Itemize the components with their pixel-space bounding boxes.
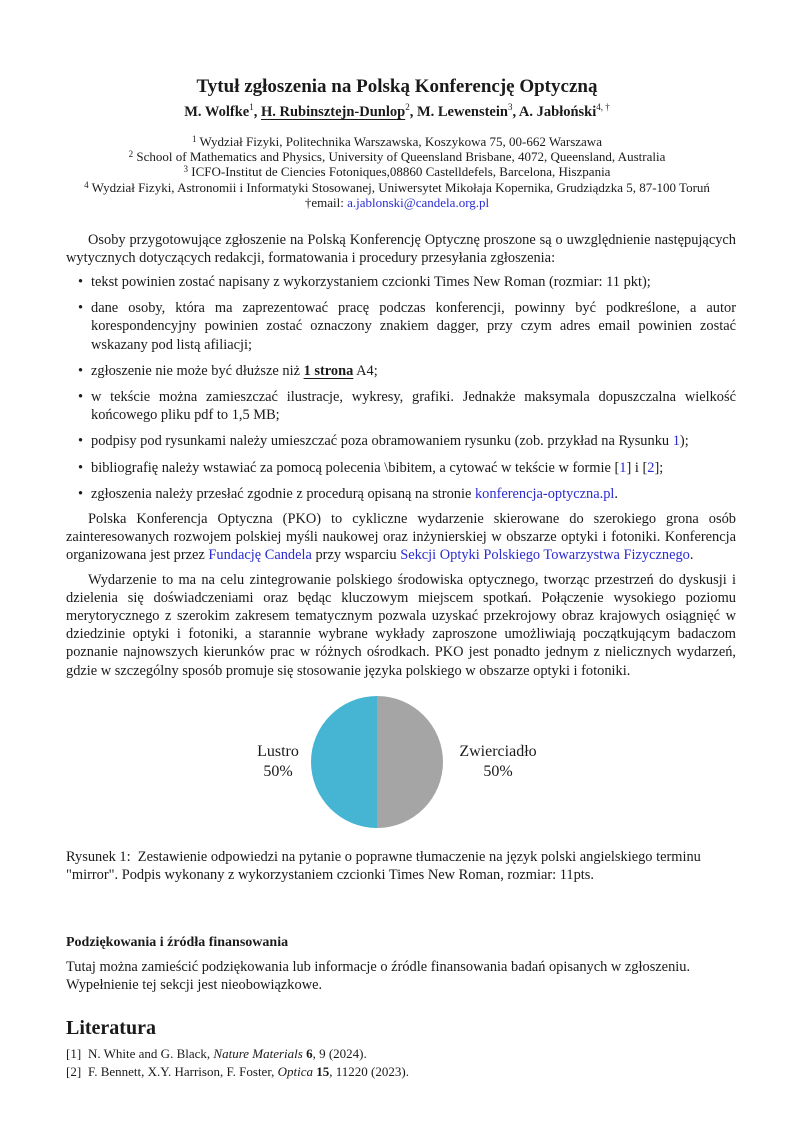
email-link[interactable]: a.jablonski@candela.org.pl [347,194,490,210]
website-link[interactable]: konferencja-optyczna.pl [474,485,615,502]
pie-chart-figure: Lustro 50% Zwierciadło 50% [0,690,794,840]
separator: , [512,104,519,120]
pto-section-link[interactable]: Sekcji Optyki Polskiego Towarzystwa Fizy… [400,547,690,564]
author-name: H. Rubinsztejn-Dunlop [260,104,406,120]
candela-link[interactable]: Fundację Candela [208,547,312,564]
reference-number: [2] [66,1064,82,1079]
body-paragraphs: Polska Konferencja Optyczna (PKO) to cyk… [66,510,736,680]
list-item: dane osoby, która ma zaprezentować pracę… [66,299,736,354]
text: ] i [ [626,459,648,476]
caption-text: Zestawienie odpowiedzi na pytanie o popr… [66,849,701,884]
affiliation: 1 Wydział Fizyki, Politechnika Warszawsk… [0,134,794,149]
caption-label: Rysunek 1: [66,849,131,865]
reference-authors: N. White and G. Black, [88,1046,214,1061]
pie-label-zwierciadlo: Zwierciadło 50% [446,742,550,782]
affiliations: 1 Wydział Fizyki, Politechnika Warszawsk… [0,134,794,210]
intro-paragraph: Osoby przygotowujące zgłoszenie na Polsk… [66,232,736,267]
author: M. Lewenstein3, [416,102,519,120]
text: bibliografię należy wstawiać za pomocą p… [91,459,620,476]
affiliation-text: Wydział Fizyki, Politechnika Warszawska,… [199,134,602,149]
separator: , [409,104,417,120]
reference-journal: Nature Materials [213,1046,303,1061]
text: podpisy pod rysunkami należy umieszczać … [91,433,673,450]
citation-link-1[interactable]: 1 [619,459,627,476]
acknowledgements-heading: Podziękowania i źródła finansowania [66,935,289,950]
slice-name: Zwierciadło [459,743,537,760]
slice-name: Lustro [257,743,299,760]
reference-pages-year: , 11220 (2023). [329,1064,409,1079]
list-item: w tekście można zamieszczać ilustracje, … [66,388,736,424]
reference-item: [2] F. Bennett, X.Y. Harrison, F. Foster,… [66,1063,409,1081]
reference-item: [1] N. White and G. Black, Nature Materia… [66,1045,409,1063]
pie-label-lustro: Lustro 50% [238,742,318,782]
reference-volume: 15 [316,1064,330,1079]
pie-slice-zwierciadlo [377,696,443,828]
list-item: podpisy pod rysunkami należy umieszczać … [66,432,736,450]
reference-number: [1] [66,1046,82,1061]
reference-journal: Optica [277,1064,314,1079]
citation-link-2[interactable]: 2 [647,459,655,476]
email-label: †email: [304,194,348,210]
list-item: zgłoszenie nie może być dłuższe niż 1 st… [66,362,736,380]
reference-authors: F. Bennett, X.Y. Harrison, F. Foster, [88,1064,278,1079]
affiliation: 4 Wydział Fizyki, Astronomii i Informaty… [0,180,794,195]
text: ); [679,433,689,450]
author-list: M. Wolfke1, H. Rubinsztejn-Dunlop2, M. L… [0,102,794,121]
text: ]; [654,459,664,476]
affiliation-text: School of Mathematics and Physics, Unive… [136,149,666,165]
affiliation: 2 School of Mathematics and Physics, Uni… [0,149,794,164]
email-line: †email: a.jablonski@candela.org.pl [0,195,794,210]
author: M. Wolfke1, [184,102,261,120]
reference-list: [1] N. White and G. Black, Nature Materia… [66,1045,409,1081]
text: . [614,485,619,502]
affiliation: 3 ICFO-Institut de Ciencies Fotoniques,0… [0,164,794,179]
figure-caption: Rysunek 1: Zestawienie odpowiedzi na pyt… [66,848,746,884]
references-heading: Literatura [66,1017,156,1039]
affiliation-mark: 2 [405,102,410,112]
reference-pages-year: , 9 (2024). [312,1046,367,1061]
author-name: A. Jabłoński [518,104,597,120]
text: zgłoszenie nie może być dłuższe niż [91,362,304,379]
acknowledgements-text: Tutaj można zamieścić podziękowania lub … [66,959,691,994]
affiliation-number: 4 [84,179,89,190]
paragraph-pko: Polska Konferencja Optyczna (PKO) to cyk… [66,510,736,565]
paper-title: Tytuł zgłoszenia na Polską Konferencję O… [196,76,598,97]
affiliation-mark: 3 [507,102,513,112]
guidelines-list: tekst powinien zostać napisany z wykorzy… [66,273,736,511]
affiliation-text: ICFO-Institut de Ciencies Fotoniques,088… [191,164,611,180]
figure-ref-link[interactable]: 1 [672,433,680,450]
text: Polska Konferencja Optyczna (PKO) to cyk… [66,511,736,564]
text: przy wsparciu [311,547,401,564]
slice-value: 50% [483,763,513,780]
author-name: M. Wolfke [184,104,250,120]
affiliation-number: 1 [192,134,197,144]
presenting-author: H. Rubinsztejn-Dunlop2, [260,102,417,120]
text: zgłoszenia należy przesłać zgodnie z pro… [91,485,475,502]
list-item: zgłoszenia należy przesłać zgodnie z pro… [66,485,736,503]
author-name: M. Lewenstein [416,104,508,120]
text: . [689,547,694,564]
affiliation-number: 2 [128,149,134,160]
affiliation-number: 3 [183,164,189,175]
affiliation-mark: 1 [249,102,254,112]
corresponding-author: A. Jabłoński4, † [518,102,610,120]
affiliation-mark: 4, † [596,102,610,112]
list-item: bibliografię należy wstawiać za pomocą p… [66,459,736,477]
separator: , [253,104,261,120]
emphasis: 1 strona [303,362,354,379]
text: A4; [353,362,378,379]
affiliation-text: Wydział Fizyki, Astronomii i Informatyki… [91,179,710,195]
pie-chart [311,696,443,828]
slice-value: 50% [263,763,293,780]
pie-slice-lustro [311,696,377,828]
reference-volume: 6 [306,1046,313,1061]
list-item: tekst powinien zostać napisany z wykorzy… [66,273,736,291]
paragraph-goals: Wydarzenie to ma na celu zintegrowanie p… [66,571,736,679]
